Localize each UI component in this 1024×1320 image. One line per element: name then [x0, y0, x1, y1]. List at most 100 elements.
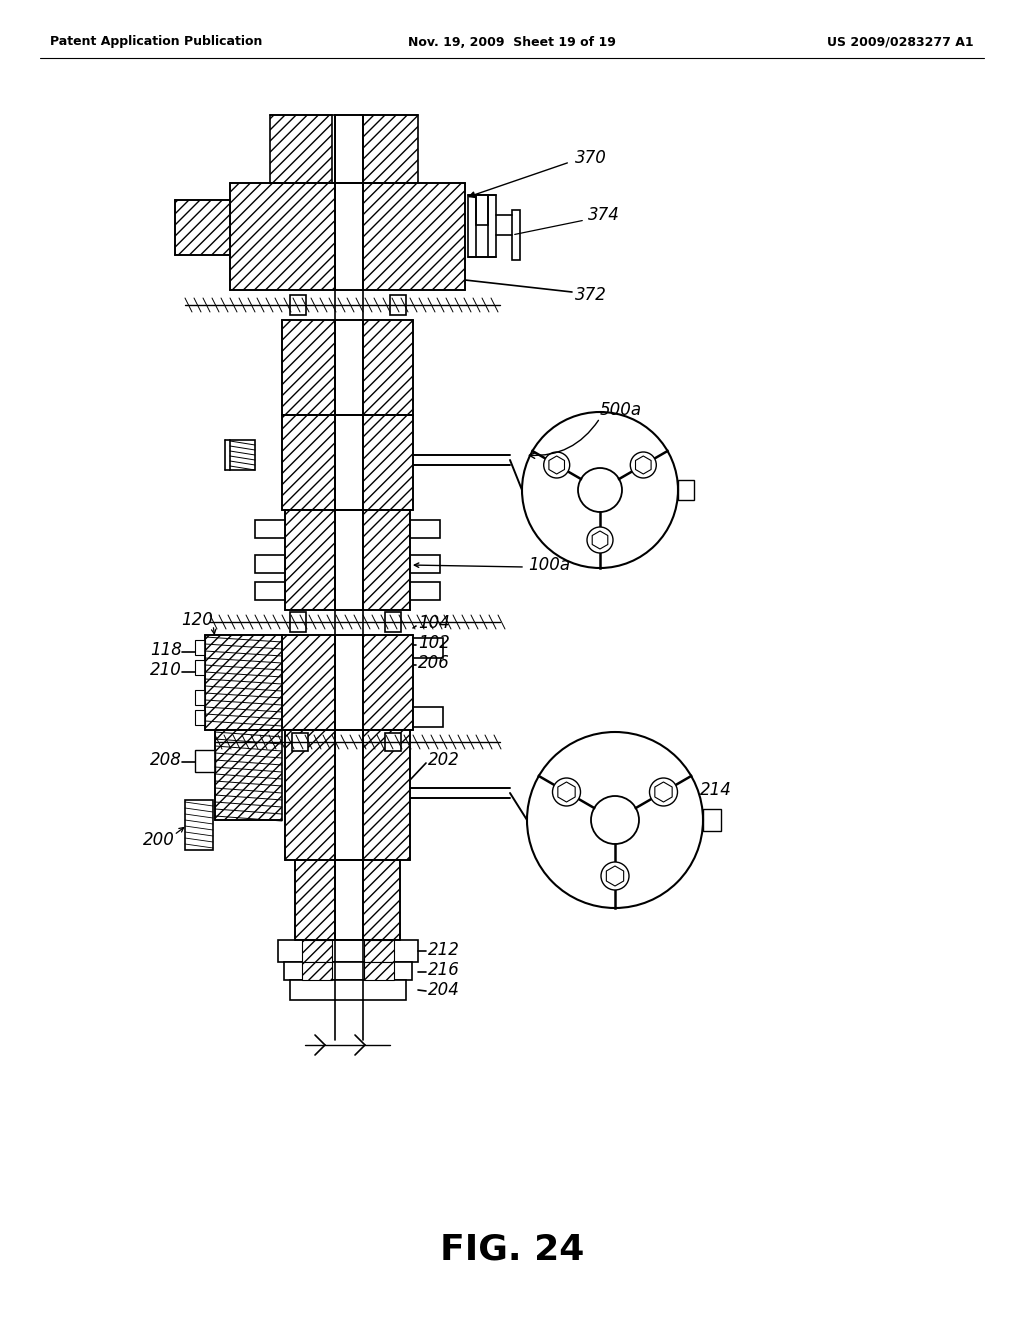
Bar [230, 440, 255, 470]
Bar [703, 809, 721, 832]
Bar [335, 414, 362, 510]
Text: 214: 214 [700, 781, 732, 799]
Text: 102: 102 [418, 634, 450, 652]
Polygon shape [636, 455, 651, 474]
Bar [678, 480, 694, 500]
Bar [364, 962, 394, 979]
Text: Nov. 19, 2009  Sheet 19 of 19: Nov. 19, 2009 Sheet 19 of 19 [408, 36, 616, 49]
Text: 118: 118 [151, 642, 182, 659]
Bar [360, 861, 400, 940]
Bar [385, 612, 401, 632]
Text: 208: 208 [151, 751, 182, 770]
Bar [285, 510, 335, 610]
Polygon shape [592, 531, 608, 549]
Text: 370: 370 [575, 149, 607, 168]
Bar [335, 510, 362, 610]
Bar [195, 640, 205, 655]
Bar [255, 582, 285, 601]
Text: 100a: 100a [528, 556, 570, 574]
Circle shape [527, 733, 703, 908]
Bar [335, 319, 362, 414]
Circle shape [631, 451, 656, 478]
Bar [360, 319, 413, 414]
Bar [335, 635, 362, 730]
Circle shape [578, 469, 622, 512]
Circle shape [587, 527, 613, 553]
Text: US 2009/0283277 A1: US 2009/0283277 A1 [827, 36, 974, 49]
Bar [195, 660, 205, 675]
Circle shape [601, 862, 629, 890]
Bar [335, 183, 362, 290]
Bar [364, 940, 394, 962]
Bar [290, 612, 306, 632]
Bar [360, 730, 410, 861]
Bar [410, 554, 440, 573]
Text: 120: 120 [181, 611, 213, 630]
Text: 202: 202 [428, 751, 460, 770]
Bar [335, 115, 362, 183]
Bar [360, 183, 465, 290]
Bar [292, 733, 308, 751]
Bar [295, 861, 335, 940]
Bar [290, 979, 406, 1001]
Circle shape [544, 451, 569, 478]
Bar [335, 730, 362, 861]
Bar [285, 730, 335, 861]
Bar [255, 554, 285, 573]
Bar [360, 635, 413, 730]
Bar [282, 635, 335, 730]
Text: 204: 204 [428, 981, 460, 999]
Text: 500a: 500a [600, 401, 642, 418]
Text: 104: 104 [418, 614, 450, 632]
Circle shape [591, 796, 639, 843]
Bar [195, 690, 205, 705]
Bar [270, 115, 332, 183]
Text: 200: 200 [143, 832, 175, 849]
Bar [195, 750, 215, 772]
Bar [476, 195, 488, 224]
Bar [360, 414, 413, 510]
Text: 372: 372 [575, 286, 607, 304]
Bar [205, 635, 282, 730]
Bar [215, 730, 282, 820]
Bar [360, 510, 410, 610]
Bar [175, 201, 230, 255]
Bar [252, 638, 282, 657]
Circle shape [522, 412, 678, 568]
Bar [282, 414, 335, 510]
Bar [385, 733, 401, 751]
Text: 206: 206 [418, 653, 450, 672]
Bar [284, 962, 412, 979]
Text: FIG. 24: FIG. 24 [440, 1233, 584, 1267]
Text: 210: 210 [151, 661, 182, 678]
Bar [360, 115, 418, 183]
Bar [302, 962, 332, 979]
Bar [410, 582, 440, 601]
Circle shape [553, 777, 581, 807]
Bar [278, 940, 418, 962]
Bar [185, 800, 213, 850]
Polygon shape [549, 455, 564, 474]
Circle shape [649, 777, 678, 807]
Text: 212: 212 [428, 941, 460, 960]
Bar [335, 861, 362, 940]
Bar [290, 294, 306, 315]
Text: 216: 216 [428, 961, 460, 979]
Bar [413, 638, 443, 657]
Text: Patent Application Publication: Patent Application Publication [50, 36, 262, 49]
Bar [390, 294, 406, 315]
Bar [410, 520, 440, 539]
Bar [282, 319, 335, 414]
Polygon shape [654, 781, 672, 803]
Bar [255, 520, 285, 539]
Polygon shape [558, 781, 575, 803]
Text: 374: 374 [588, 206, 620, 224]
Bar [413, 708, 443, 727]
Bar [195, 710, 205, 725]
Bar [302, 940, 332, 962]
Bar [230, 183, 335, 290]
Bar [468, 195, 496, 257]
Bar [252, 708, 282, 727]
Polygon shape [606, 866, 624, 886]
Bar [512, 210, 520, 260]
